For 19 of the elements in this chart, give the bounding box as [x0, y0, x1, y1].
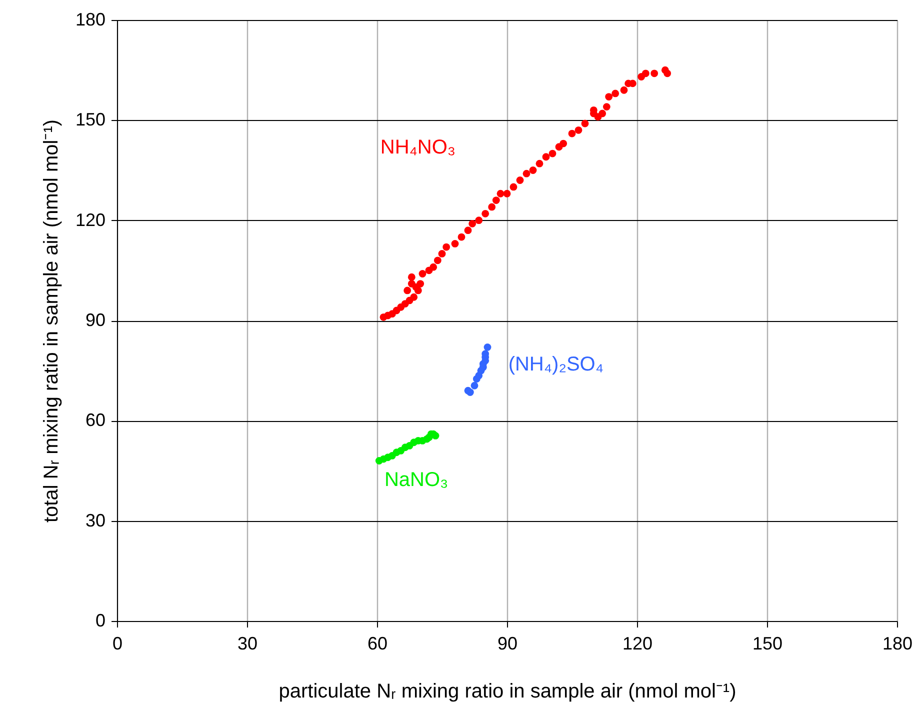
y-tick-label: 90: [85, 310, 106, 330]
x-axis-title: particulate Nᵣ mixing ratio in sample air (nmol mol⁻¹): [278, 680, 736, 702]
series-label: NaNO₃: [384, 468, 448, 491]
y-tick-label: 30: [85, 510, 106, 530]
y-tick-label: 0: [95, 610, 106, 630]
x-tick-label: 60: [367, 634, 388, 654]
x-tick-label: 150: [752, 634, 783, 654]
x-tick-label: 30: [237, 634, 258, 654]
y-tick-label: 60: [85, 410, 106, 430]
text: NH₄NO₃: [380, 136, 456, 159]
y-tick-label: 120: [75, 210, 106, 230]
x-tick-label: 120: [622, 634, 653, 654]
y-axis-title: total Nᵣ mixing ratio in sample air (nmol mol⁻¹): [40, 119, 62, 523]
x-tick-label: 180: [882, 634, 913, 654]
series-label: (NH₄)₂SO₄: [508, 353, 604, 376]
x-tick-label: 90: [497, 634, 518, 654]
y-tick-label: 180: [75, 10, 106, 30]
y-tick-label: 150: [75, 110, 106, 130]
x-tick-label: 0: [112, 634, 123, 654]
